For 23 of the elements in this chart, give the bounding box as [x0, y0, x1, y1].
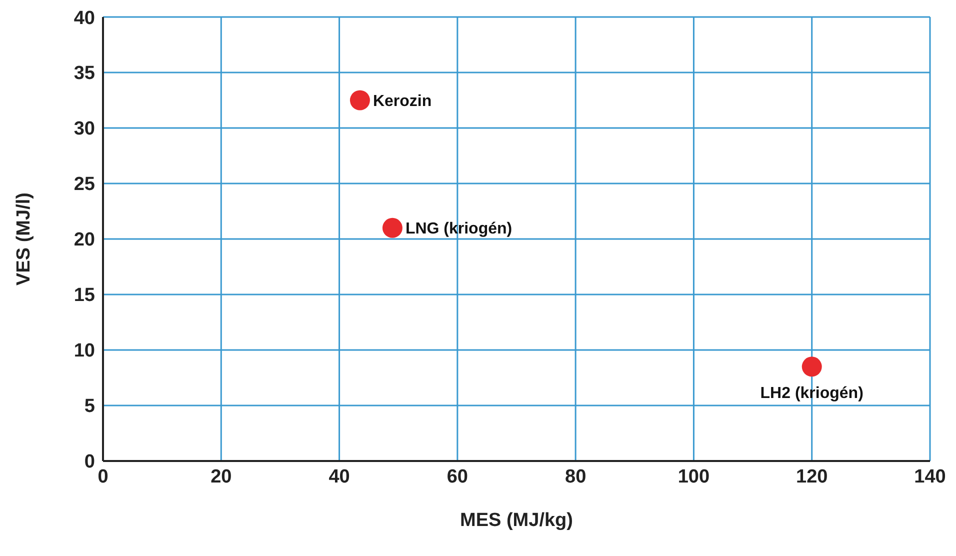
annotation: Kerozin [372, 92, 432, 110]
x-tick-label: 80 [565, 466, 586, 488]
y-tick-label: 40 [74, 8, 95, 29]
x-tick-label: 20 [210, 466, 232, 488]
y-tick-label: 25 [74, 174, 96, 196]
point [382, 218, 402, 238]
y-tick-label: 10 [74, 340, 95, 362]
y-tick-label: 20 [74, 230, 95, 251]
x-tick-label: 60 [446, 466, 468, 488]
y-tick-label: 35 [74, 63, 96, 84]
y-tick-label: 0 [84, 452, 95, 473]
y-tick-label: 30 [74, 118, 95, 140]
x-tick-label: 40 [328, 466, 350, 488]
y-tick-label: 15 [74, 285, 96, 306]
y-axis-title: VES (MJ/l) [14, 192, 35, 286]
x-axis-title: MES (MJ/kg) [460, 510, 573, 531]
x-tick-label: 140 [914, 466, 946, 488]
point [350, 90, 370, 110]
x-tick-label: 100 [678, 466, 710, 488]
point [802, 356, 822, 377]
y-tick-label: 5 [84, 396, 96, 418]
x-tick-label: 0 [98, 466, 108, 488]
x-tick-label: 120 [796, 466, 828, 488]
